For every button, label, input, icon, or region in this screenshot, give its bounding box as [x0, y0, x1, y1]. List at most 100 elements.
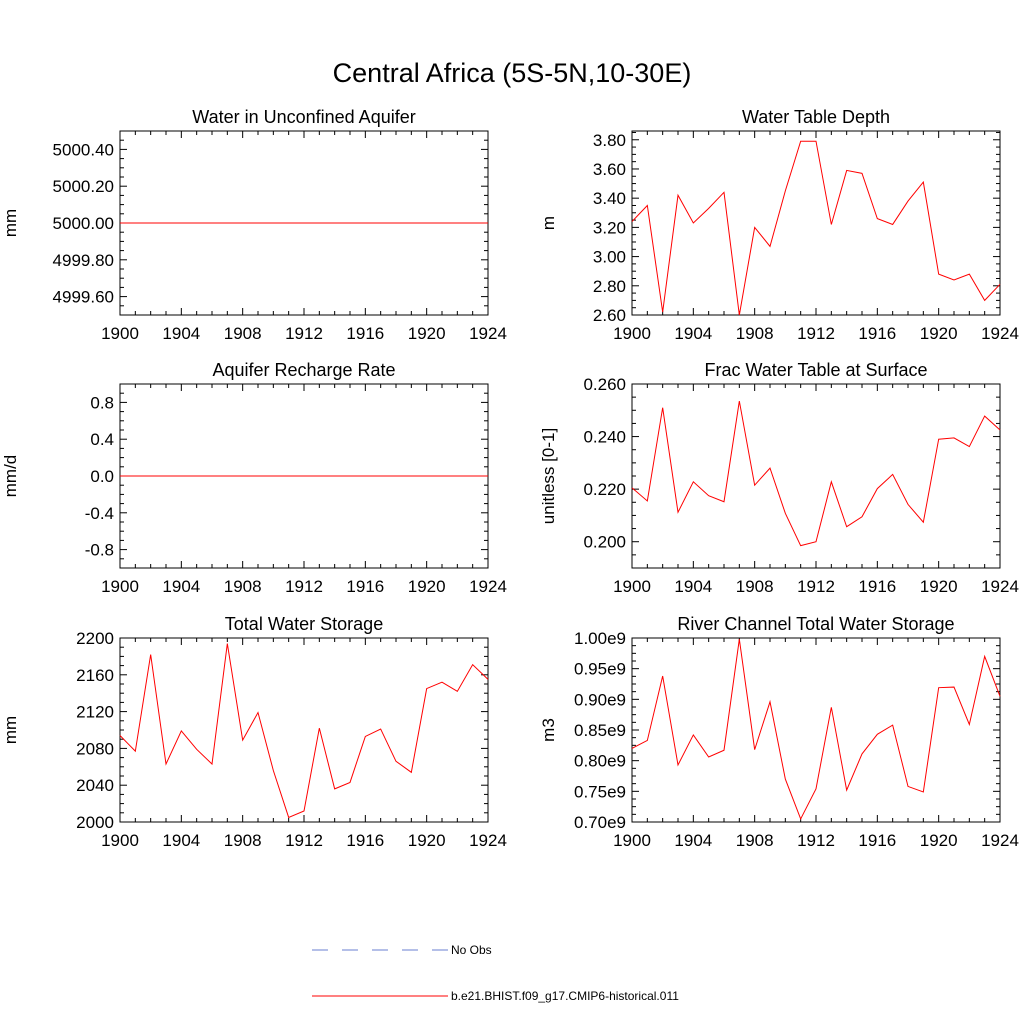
y-tick-label: 0.75e9: [574, 782, 626, 801]
chart-panels: Water in Unconfined Aquifer 1900 1904 1908 1…: [1, 107, 1019, 850]
x-tick-label: 1912: [285, 577, 323, 596]
x-tick-label: 1904: [162, 324, 200, 343]
x-tick-label: 1916: [858, 831, 896, 850]
y-axis-label: m3: [539, 718, 558, 742]
y-tick-label: 4999.80: [53, 251, 114, 270]
series-line: [631, 639, 1001, 821]
x-tick-label: 1924: [981, 324, 1019, 343]
panel-title: Total Water Storage: [225, 614, 383, 634]
y-axis-label: unitless [0-1]: [539, 428, 558, 524]
y-tick-label: 2080: [76, 739, 114, 758]
legend: No Obs b.e21.BHIST.f09_g17.CMIP6-histori…: [312, 943, 679, 1003]
x-tick-label: 1924: [981, 577, 1019, 596]
y-tick-label: 2000: [76, 813, 114, 832]
x-tick-label: 1908: [736, 831, 774, 850]
y-tick-label: 0.70e9: [574, 813, 626, 832]
x-tick-label: 1900: [101, 831, 139, 850]
y-tick-label: 2200: [76, 629, 114, 648]
y-tick-label: -0.4: [85, 504, 114, 523]
x-tick-label: 1900: [613, 324, 651, 343]
y-tick-label: 3.60: [593, 160, 626, 179]
x-tick-label: 1920: [920, 577, 958, 596]
chart-panel-2: Aquifer Recharge Rate 1900 1904 1908 1912 191…: [1, 360, 507, 596]
x-tick-label: 1908: [224, 324, 262, 343]
x-tick-label: 1916: [346, 577, 384, 596]
x-tick-label: 1924: [469, 324, 507, 343]
y-tick-label: 3.80: [593, 131, 626, 150]
x-tick-label: 1912: [285, 324, 323, 343]
x-tick-label: 1912: [285, 831, 323, 850]
y-tick-label: 0.95e9: [574, 660, 626, 679]
y-tick-label: 0.80e9: [574, 752, 626, 771]
x-tick-label: 1916: [858, 324, 896, 343]
y-tick-label: 2120: [76, 703, 114, 722]
y-tick-label: 2.60: [593, 306, 626, 325]
y-axis-label: m: [539, 216, 558, 230]
x-tick-label: 1904: [162, 577, 200, 596]
y-tick-label: 3.00: [593, 248, 626, 267]
y-axis-label: mm: [1, 716, 20, 744]
x-tick-label: 1924: [469, 577, 507, 596]
y-tick-label: 0.200: [583, 533, 626, 552]
x-tick-label: 1916: [346, 324, 384, 343]
x-tick-label: 1920: [408, 324, 446, 343]
y-axis-label: mm: [1, 209, 20, 237]
x-tick-label: 1900: [613, 577, 651, 596]
chart-panel-3: Frac Water Table at Surface 1900 1904 1908 1…: [539, 360, 1019, 596]
y-tick-label: 0.85e9: [574, 721, 626, 740]
y-tick-label: -0.8: [85, 541, 114, 560]
legend-label-no-obs: No Obs: [451, 943, 492, 957]
y-tick-label: 1.00e9: [574, 629, 626, 648]
y-axis-label: mm/d: [1, 455, 20, 498]
x-tick-label: 1904: [674, 831, 712, 850]
y-tick-label: 0.0: [90, 467, 114, 486]
series-line: [631, 401, 1001, 547]
panel-title: Aquifer Recharge Rate: [212, 360, 395, 380]
y-tick-label: 0.240: [583, 428, 626, 447]
panel-title: Water Table Depth: [742, 107, 890, 127]
plot-frame: [631, 637, 1001, 823]
y-tick-label: 0.4: [90, 430, 114, 449]
figure-title: Central Africa (5S-5N,10-30E): [333, 58, 692, 88]
chart-panel-1: Water Table Depth 1900 1904 1908 1912 1916 192…: [539, 107, 1019, 343]
x-tick-label: 1924: [981, 831, 1019, 850]
y-tick-label: 0.260: [583, 375, 626, 394]
y-tick-label: 3.40: [593, 189, 626, 208]
chart-panel-5: River Channel Total Water Storage 1900 190…: [539, 614, 1019, 850]
y-tick-label: 0.90e9: [574, 690, 626, 709]
panel-title: Water in Unconfined Aquifer: [192, 107, 415, 127]
x-tick-label: 1916: [346, 831, 384, 850]
x-tick-label: 1912: [797, 831, 835, 850]
y-tick-label: 3.20: [593, 218, 626, 237]
y-tick-label: 5000.40: [53, 140, 114, 159]
legend-label-model-run: b.e21.BHIST.f09_g17.CMIP6-historical.011: [451, 989, 679, 1003]
series-line: [631, 140, 1001, 316]
x-tick-label: 1908: [224, 831, 262, 850]
x-tick-label: 1920: [408, 577, 446, 596]
y-tick-label: 0.220: [583, 480, 626, 499]
panel-title: Frac Water Table at Surface: [704, 360, 927, 380]
plot-frame: [119, 637, 489, 823]
x-tick-label: 1912: [797, 324, 835, 343]
x-tick-label: 1904: [674, 577, 712, 596]
series-line: [119, 643, 489, 819]
chart-panel-4: Total Water Storage 1900 1904 1908 1912 1916 1…: [1, 614, 507, 850]
x-tick-label: 1920: [920, 831, 958, 850]
y-tick-label: 2160: [76, 666, 114, 685]
y-tick-label: 0.8: [90, 393, 114, 412]
y-tick-label: 5000.20: [53, 177, 114, 196]
x-tick-label: 1904: [162, 831, 200, 850]
x-tick-label: 1920: [920, 324, 958, 343]
x-tick-label: 1924: [469, 831, 507, 850]
x-tick-label: 1908: [736, 577, 774, 596]
x-tick-label: 1912: [797, 577, 835, 596]
y-tick-label: 2.80: [593, 277, 626, 296]
y-tick-label: 2040: [76, 776, 114, 795]
x-tick-label: 1908: [224, 577, 262, 596]
y-tick-label: 4999.60: [53, 288, 114, 307]
x-tick-label: 1900: [101, 324, 139, 343]
x-tick-label: 1916: [858, 577, 896, 596]
panel-title: River Channel Total Water Storage: [677, 614, 954, 634]
x-tick-label: 1904: [674, 324, 712, 343]
